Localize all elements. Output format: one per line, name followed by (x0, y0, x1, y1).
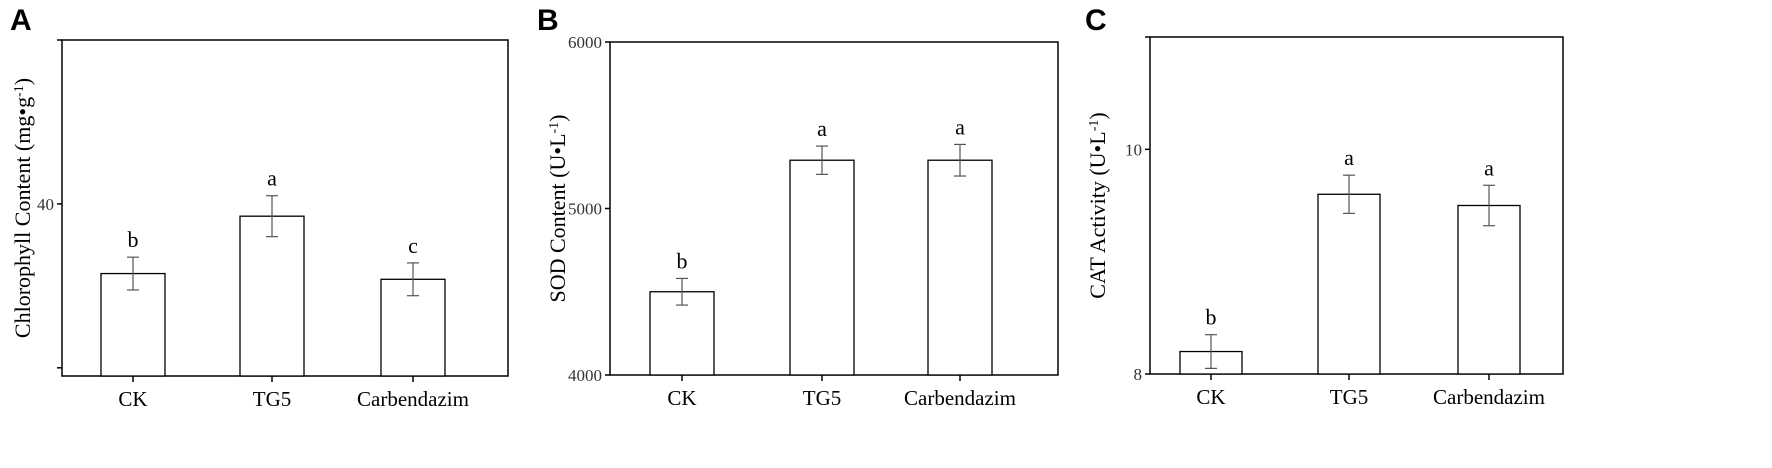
x-tick-label: Carbendazim (904, 386, 1016, 410)
y-tick-label: 4000 (568, 366, 602, 385)
x-tick-label: CK (118, 387, 147, 411)
y-axis-title: Chlorophyll Content (mg•g-1) (10, 78, 35, 338)
y-tick-label: 8 (1134, 365, 1143, 384)
y-tick-label: 40 (37, 195, 54, 214)
y-tick-label: 5000 (568, 200, 602, 219)
y-axis-title-sup: -1 (12, 85, 27, 97)
y-tick-label: 6000 (568, 33, 602, 52)
bar-tg5 (1317, 193, 1381, 375)
significance-label: a (955, 114, 965, 139)
y-axis-title: CAT Activity (U•L-1) (1085, 112, 1110, 298)
panel-a: A 40 b CK a TG5 c Carbendazim Chlorophyll Conten… (10, 4, 509, 411)
significance-label: a (1484, 155, 1494, 180)
bar-tg5 (239, 215, 305, 377)
y-axis-title-sup: -1 (1087, 120, 1102, 132)
x-tick-label: Carbendazim (1433, 385, 1545, 409)
y-axis-title: SOD Content (U•L-1) (545, 114, 570, 302)
x-tick-label: CK (667, 386, 696, 410)
x-tick-label: TG5 (1330, 385, 1369, 409)
x-tick-label: TG5 (253, 387, 292, 411)
x-tick-label: CK (1196, 385, 1225, 409)
panel-letter: A (10, 4, 32, 37)
x-tick-label: Carbendazim (357, 387, 469, 411)
panel-letter: C (1085, 4, 1107, 37)
significance-label: b (1206, 305, 1217, 330)
y-axis-title-end: ) (1085, 112, 1110, 119)
panel-c: C 8 10 b CK a TG5 a Carbendazim CAT Activity (U•L… (1085, 4, 1564, 409)
y-axis-title-main: CAT Activity (U•L (1085, 131, 1110, 298)
significance-label: a (817, 116, 827, 141)
y-axis-title-main: Chlorophyll Content (mg•g (10, 97, 35, 338)
y-axis-title-sup: -1 (547, 122, 562, 134)
significance-label: a (1344, 145, 1354, 170)
bar-carbendazim (1457, 204, 1521, 375)
bar-carbendazim (927, 159, 993, 376)
panel-letter: B (537, 4, 559, 37)
x-tick-label: TG5 (803, 386, 842, 410)
y-tick-label: 10 (1125, 140, 1142, 159)
significance-label: b (677, 248, 688, 273)
y-axis-title-end: ) (545, 114, 570, 121)
significance-label: c (408, 233, 418, 258)
y-axis-title-main: SOD Content (U•L (545, 133, 570, 302)
significance-label: b (128, 227, 139, 252)
bar-tg5 (789, 159, 855, 376)
y-axis-title-end: ) (10, 78, 35, 85)
significance-label: a (267, 166, 277, 191)
panel-b: B 4000 5000 6000 b CK a TG5 a Carbendazim SOD Cont… (537, 4, 1059, 410)
